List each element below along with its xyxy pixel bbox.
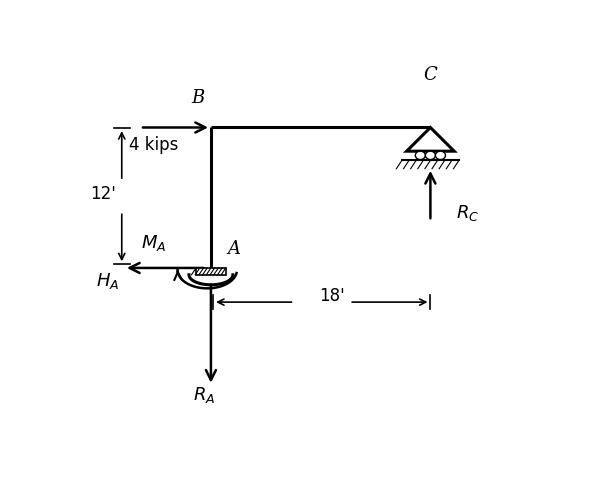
Text: C: C bbox=[424, 66, 437, 84]
Text: $R_A$: $R_A$ bbox=[193, 385, 215, 405]
Circle shape bbox=[435, 151, 445, 160]
Circle shape bbox=[415, 151, 425, 160]
Bar bbox=[196, 268, 226, 275]
Text: $M_A$: $M_A$ bbox=[141, 233, 166, 253]
Polygon shape bbox=[407, 128, 454, 151]
Text: $R_C$: $R_C$ bbox=[455, 203, 479, 223]
Circle shape bbox=[425, 151, 435, 160]
Text: 4 kips: 4 kips bbox=[129, 136, 178, 154]
Text: B: B bbox=[191, 89, 204, 106]
Text: $H_A$: $H_A$ bbox=[96, 271, 120, 291]
Text: A: A bbox=[227, 241, 240, 258]
Text: 12': 12' bbox=[90, 185, 116, 203]
Text: 18': 18' bbox=[319, 287, 345, 306]
